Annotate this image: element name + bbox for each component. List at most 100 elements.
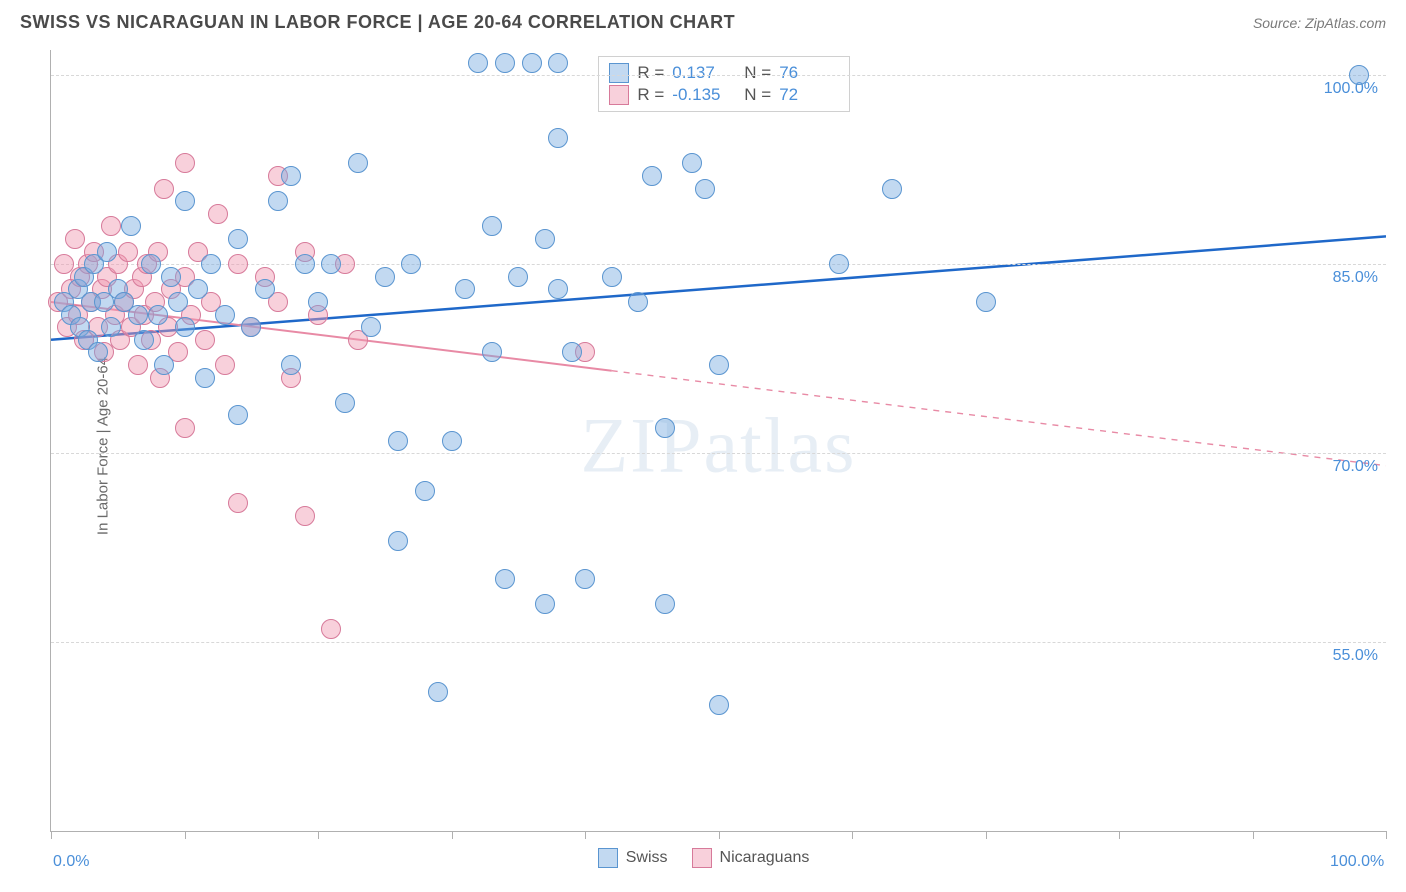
swiss-point xyxy=(495,53,515,73)
nicaraguans-point xyxy=(154,179,174,199)
r-label: R = xyxy=(637,63,664,83)
nicaraguans-point xyxy=(228,493,248,513)
chart-header: SWISS VS NICARAGUAN IN LABOR FORCE | AGE… xyxy=(0,0,1406,41)
swiss-point xyxy=(455,279,475,299)
nicaraguans-point xyxy=(195,330,215,350)
x-tick xyxy=(1253,831,1254,839)
swiss-point xyxy=(281,166,301,186)
legend-swatch xyxy=(692,848,712,868)
legend-swatch xyxy=(598,848,618,868)
y-tick-label: 55.0% xyxy=(1333,647,1378,665)
swiss-point xyxy=(508,267,528,287)
x-tick-label: 100.0% xyxy=(1330,853,1384,871)
swiss-point xyxy=(401,254,421,274)
nicaraguans-point xyxy=(65,229,85,249)
swiss-point xyxy=(255,279,275,299)
swiss-point xyxy=(375,267,395,287)
swiss-point xyxy=(655,594,675,614)
gridline xyxy=(51,642,1386,643)
swiss-point xyxy=(175,191,195,211)
swiss-point xyxy=(295,254,315,274)
y-tick-label: 70.0% xyxy=(1333,458,1378,476)
nicaraguans-point xyxy=(175,153,195,173)
series-legend: Swiss Nicaraguans xyxy=(598,848,810,868)
nicaraguans-point xyxy=(295,506,315,526)
nicaraguans-point xyxy=(101,216,121,236)
swiss-point xyxy=(228,229,248,249)
nicaraguans-point xyxy=(228,254,248,274)
swiss-point xyxy=(548,128,568,148)
swiss-point xyxy=(175,317,195,337)
swiss-point xyxy=(628,292,648,312)
n-label: N = xyxy=(744,63,771,83)
swiss-point xyxy=(121,216,141,236)
swiss-point xyxy=(161,267,181,287)
chart-source: Source: ZipAtlas.com xyxy=(1253,15,1386,31)
swiss-point xyxy=(228,405,248,425)
swiss-point xyxy=(695,179,715,199)
x-tick xyxy=(1386,831,1387,839)
gridline xyxy=(51,264,1386,265)
gridline xyxy=(51,453,1386,454)
swiss-point xyxy=(602,267,622,287)
swiss-point xyxy=(468,53,488,73)
correlation-legend: R =0.137N =76R =-0.135N =72 xyxy=(598,56,850,112)
n-value: 72 xyxy=(779,85,839,105)
swiss-point xyxy=(215,305,235,325)
swiss-point xyxy=(535,594,555,614)
swiss-point xyxy=(128,305,148,325)
legend-row: R = -0.135 N = 72 xyxy=(609,85,839,105)
watermark-text: ZIPatlas xyxy=(581,401,857,488)
swiss-point xyxy=(709,695,729,715)
swiss-point xyxy=(442,431,462,451)
nicaraguans-point xyxy=(208,204,228,224)
swiss-point xyxy=(535,229,555,249)
swiss-point xyxy=(655,418,675,438)
chart-area: ZIPatlas R =0.137N =76R =-0.135N =72 55.… xyxy=(50,50,1386,832)
legend-label: Swiss xyxy=(626,849,668,867)
r-value: 0.137 xyxy=(672,63,732,83)
nicaraguans-point xyxy=(128,355,148,375)
swiss-point xyxy=(168,292,188,312)
swiss-point xyxy=(281,355,301,375)
swiss-point xyxy=(154,355,174,375)
x-tick xyxy=(852,831,853,839)
swiss-point xyxy=(335,393,355,413)
plot-area: ZIPatlas R =0.137N =76R =-0.135N =72 55.… xyxy=(50,50,1386,832)
swiss-point xyxy=(415,481,435,501)
swiss-point xyxy=(562,342,582,362)
swiss-point xyxy=(195,368,215,388)
swiss-point xyxy=(495,569,515,589)
x-tick-label: 0.0% xyxy=(53,853,89,871)
legend-label: Nicaraguans xyxy=(720,849,810,867)
swiss-point xyxy=(388,431,408,451)
swiss-point xyxy=(321,254,341,274)
nicaraguans-point xyxy=(321,619,341,639)
swiss-point xyxy=(882,179,902,199)
swiss-point xyxy=(682,153,702,173)
r-value: -0.135 xyxy=(672,85,732,105)
swiss-point xyxy=(201,254,221,274)
swiss-point xyxy=(548,53,568,73)
nicaraguans-point xyxy=(118,242,138,262)
swiss-point xyxy=(241,317,261,337)
swiss-point xyxy=(428,682,448,702)
swiss-point xyxy=(482,216,502,236)
swiss-point xyxy=(976,292,996,312)
x-tick xyxy=(51,831,52,839)
swiss-point xyxy=(308,292,328,312)
x-tick xyxy=(318,831,319,839)
swiss-point xyxy=(134,330,154,350)
n-label: N = xyxy=(744,85,771,105)
legend-swatch xyxy=(609,85,629,105)
swiss-point xyxy=(709,355,729,375)
swiss-point xyxy=(1349,65,1369,85)
y-tick-label: 100.0% xyxy=(1324,80,1378,98)
x-tick xyxy=(1119,831,1120,839)
swiss-point xyxy=(829,254,849,274)
swiss-point xyxy=(148,305,168,325)
r-label: R = xyxy=(637,85,664,105)
nicaraguans-point xyxy=(175,418,195,438)
swiss-point xyxy=(522,53,542,73)
nicaraguans-point xyxy=(215,355,235,375)
